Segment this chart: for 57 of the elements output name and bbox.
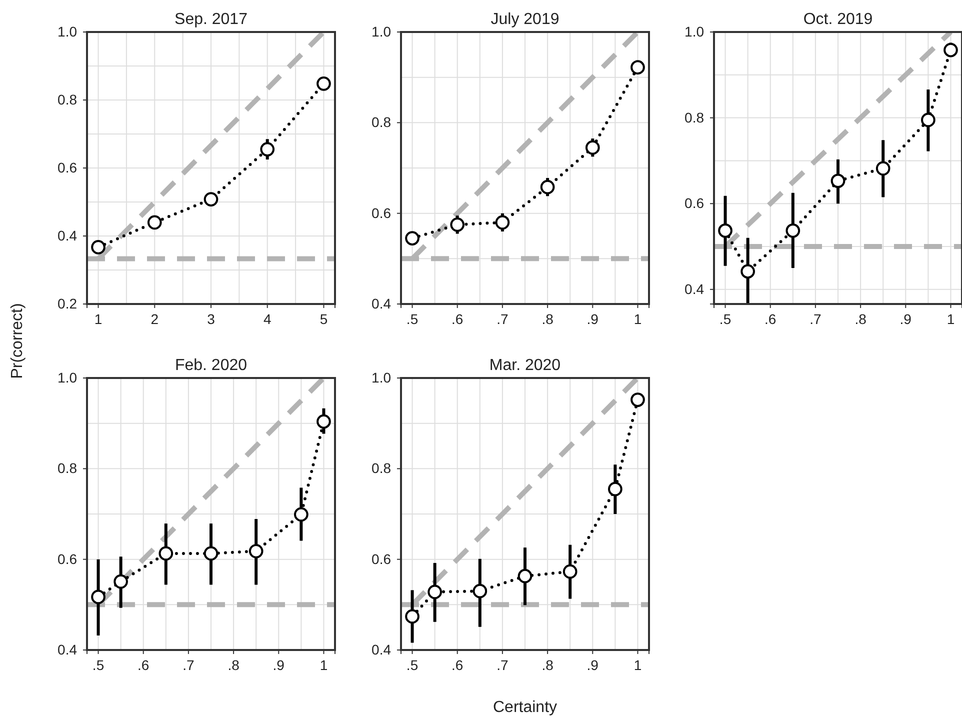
x-tick-label: .5 [719,310,732,327]
y-tick-label: 0.2 [58,295,78,312]
y-axis-title: Pr(correct) [9,303,26,379]
y-tick-label: 0.8 [372,114,392,130]
y-tick-label: 1.0 [684,23,704,40]
x-axis-title: Certainty [492,699,558,716]
y-tick-label: 1.0 [372,23,392,40]
y-tick-label: 0.8 [58,460,78,476]
x-tick-label: .6 [764,310,776,327]
y-tick-label: 0.6 [372,550,392,567]
y-tick-label: 0.8 [58,91,78,108]
x-tick-label: .5 [406,656,418,673]
y-tick-label: 0.6 [372,204,392,221]
chart-title: Sep. 2017 [174,11,248,28]
y-tick-label: 1.0 [58,369,78,386]
x-tick-label: .9 [900,310,912,327]
x-tick-label: 1 [634,310,642,327]
x-tick-label: .7 [496,656,508,673]
y-tick-label: 1.0 [58,23,78,40]
x-tick-label: 2 [150,310,159,327]
x-tick-label: .9 [586,656,599,673]
chart-title: Feb. 2020 [174,357,248,374]
y-tick-label: 0.6 [684,195,704,212]
x-tick-label: 1 [320,656,328,673]
x-tick-label: .9 [272,656,285,673]
chart-title: July 2019 [490,11,560,28]
x-tick-label: .5 [92,656,104,673]
y-tick-label: 0.4 [58,641,78,658]
x-tick-label: .6 [138,656,150,673]
chart-title: Mar. 2020 [489,357,561,374]
y-tick-label: 0.8 [372,460,392,476]
x-tick-label: .7 [496,310,508,327]
x-tick-label: .8 [228,656,240,673]
x-tick-label: 5 [320,310,328,327]
y-tick-label: 0.4 [684,280,704,297]
x-tick-label: 1 [634,656,642,673]
x-tick-label: .8 [542,310,554,327]
x-tick-label: .5 [406,310,418,327]
x-tick-label: 4 [263,310,272,327]
x-tick-label: 1 [946,310,955,327]
y-tick-label: 0.4 [58,227,78,244]
x-tick-label: .9 [586,310,599,327]
x-tick-label: .8 [542,656,554,673]
chart-title: Oct. 2019 [803,11,873,28]
y-tick-label: 0.4 [372,641,392,658]
x-tick-label: .7 [810,310,822,327]
x-tick-label: .6 [452,656,464,673]
y-tick-label: 1.0 [372,369,392,386]
y-tick-label: 0.6 [58,159,78,176]
x-tick-label: .8 [854,310,867,327]
x-tick-label: 3 [207,310,216,327]
y-tick-label: 0.8 [684,109,704,126]
y-tick-label: 0.4 [372,295,392,312]
x-tick-label: .6 [452,310,464,327]
x-tick-label: .7 [182,656,194,673]
y-tick-label: 0.6 [58,550,78,567]
x-tick-label: 1 [94,310,102,327]
